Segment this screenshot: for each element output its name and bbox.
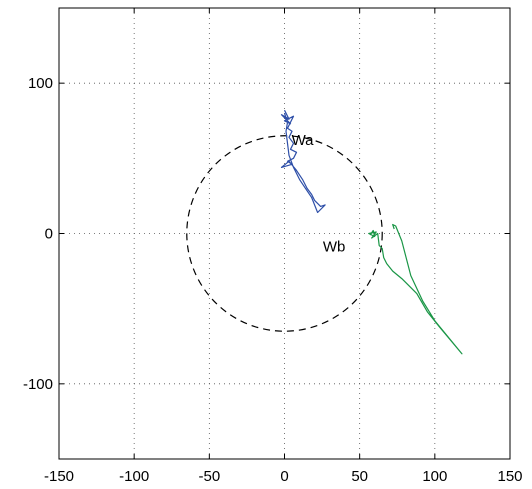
y-tick-label: 0 (45, 226, 53, 243)
x-tick-label: -100 (119, 468, 149, 485)
y-tick-label: 100 (28, 75, 53, 92)
x-tick-label: 150 (497, 468, 522, 485)
x-tick-label: -150 (44, 468, 74, 485)
grid-lines (59, 8, 510, 459)
x-tick-label: 0 (280, 468, 288, 485)
x-tick-label: -50 (198, 468, 220, 485)
series-line-1 (280, 109, 326, 214)
series-layer (280, 109, 463, 355)
series-line-2 (368, 223, 463, 355)
dashed-circle (186, 135, 383, 332)
annotation-label-2: Wb (323, 239, 346, 256)
annotation-label-1: Wa (292, 132, 315, 149)
y-tick-label: -100 (23, 376, 53, 393)
x-tick-label: 50 (351, 468, 368, 485)
dashed-circle-layer (186, 135, 383, 332)
annotation-layer: Wa Wb (292, 132, 346, 256)
x-tick-label: 100 (422, 468, 447, 485)
axis-ticks: -150 -100 -50 0 50 100 150 -100 0 100 (23, 8, 523, 485)
